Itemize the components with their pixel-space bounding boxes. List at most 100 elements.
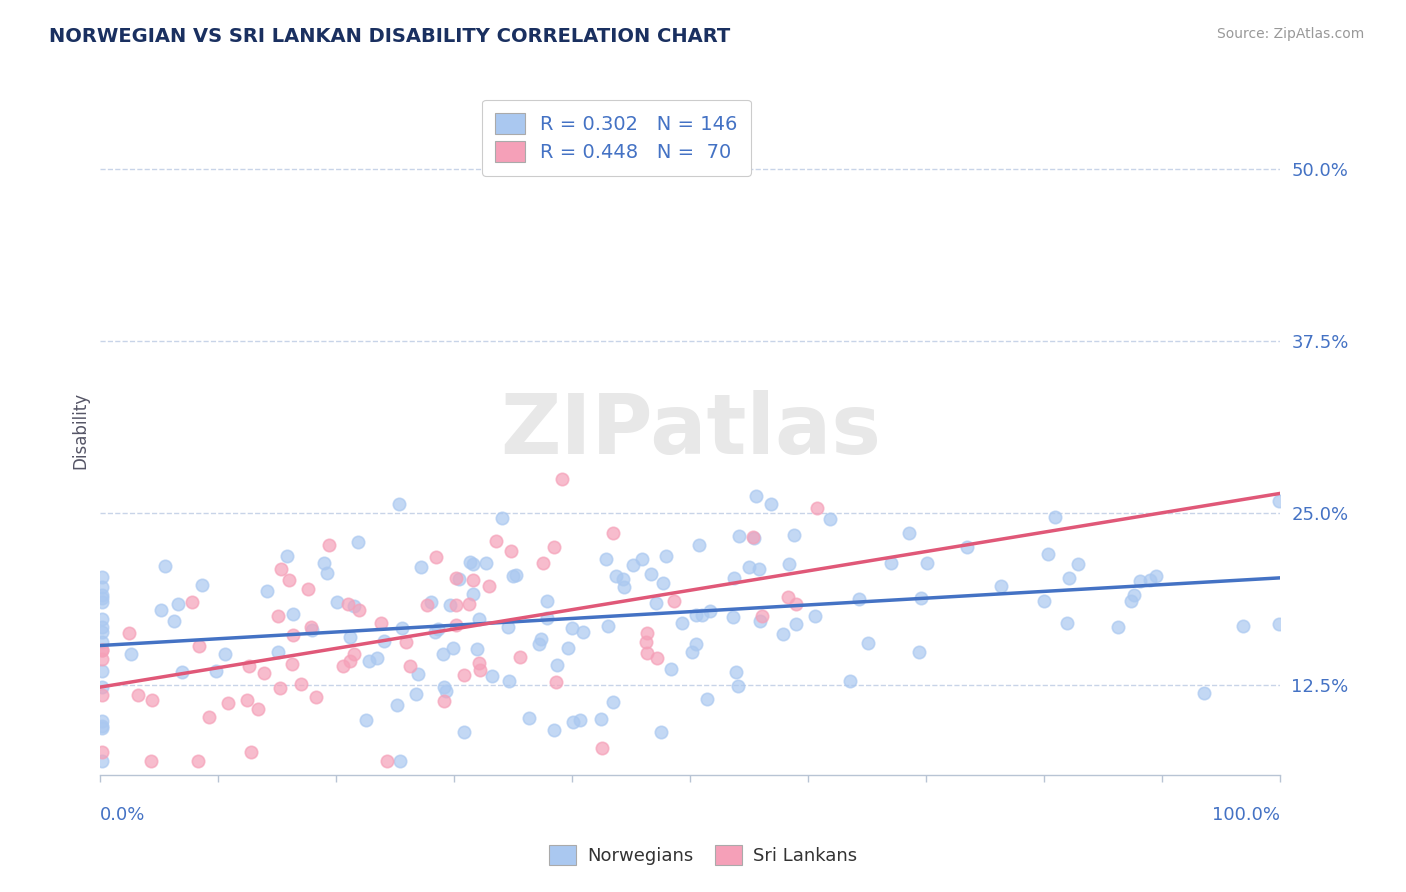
Point: [491, 510, 513, 524]
Point: [339, 654, 361, 668]
Point: [441, 641, 464, 656]
Point: [276, 549, 298, 564]
Point: [785, 597, 807, 611]
Point: [425, 550, 447, 565]
Point: [595, 552, 617, 566]
Point: [305, 690, 328, 704]
Point: [749, 614, 772, 628]
Point: [190, 578, 212, 592]
Point: [281, 607, 304, 621]
Point: [90, 664, 112, 678]
Point: [572, 625, 595, 640]
Point: [416, 598, 439, 612]
Point: [278, 573, 301, 587]
Point: [990, 579, 1012, 593]
Point: [90, 680, 112, 694]
Point: [419, 595, 441, 609]
Point: [318, 538, 340, 552]
Point: [741, 530, 763, 544]
Point: [820, 512, 842, 526]
Point: [434, 683, 457, 698]
Point: [782, 527, 804, 541]
Point: [312, 556, 335, 570]
Point: [90, 754, 112, 768]
Point: [281, 628, 304, 642]
Point: [776, 591, 799, 605]
Point: [496, 620, 519, 634]
Point: [90, 721, 112, 735]
Point: [357, 654, 380, 668]
Point: [433, 694, 456, 708]
Point: [696, 692, 718, 706]
Point: [167, 597, 190, 611]
Point: [90, 688, 112, 702]
Point: [1057, 571, 1080, 585]
Text: 100.0%: 100.0%: [1212, 805, 1281, 823]
Point: [690, 608, 713, 623]
Point: [804, 609, 827, 624]
Point: [751, 609, 773, 624]
Point: [591, 741, 613, 756]
Point: [561, 621, 583, 635]
Point: [127, 688, 149, 702]
Point: [256, 584, 278, 599]
Point: [839, 674, 862, 689]
Point: [375, 754, 398, 768]
Point: [499, 543, 522, 558]
Point: [395, 635, 418, 649]
Text: 0.0%: 0.0%: [100, 805, 146, 823]
Point: [1045, 510, 1067, 524]
Point: [339, 630, 361, 644]
Point: [343, 647, 366, 661]
Point: [636, 646, 658, 660]
Point: [536, 611, 558, 625]
Point: [141, 693, 163, 707]
Point: [252, 666, 274, 681]
Point: [246, 702, 269, 716]
Point: [562, 715, 585, 730]
Point: [332, 659, 354, 673]
Point: [463, 558, 485, 572]
Point: [485, 534, 508, 549]
Point: [444, 571, 467, 585]
Point: [1122, 588, 1144, 602]
Point: [280, 657, 302, 671]
Point: [727, 679, 749, 693]
Point: [530, 632, 553, 647]
Point: [468, 612, 491, 626]
Point: [759, 497, 782, 511]
Point: [172, 665, 194, 680]
Point: [543, 540, 565, 554]
Point: [744, 489, 766, 503]
Text: NORWEGIAN VS SRI LANKAN DISABILITY CORRELATION CHART: NORWEGIAN VS SRI LANKAN DISABILITY CORRE…: [49, 27, 731, 45]
Point: [1192, 686, 1215, 700]
Point: [90, 634, 112, 648]
Point: [269, 681, 291, 695]
Point: [458, 597, 481, 611]
Point: [205, 664, 228, 678]
Point: [405, 687, 427, 701]
Point: [139, 754, 162, 768]
Point: [453, 725, 475, 739]
Point: [150, 603, 173, 617]
Point: [1032, 593, 1054, 607]
Point: [316, 566, 339, 581]
Point: [90, 570, 112, 584]
Point: [326, 595, 349, 609]
Point: [728, 528, 751, 542]
Point: [481, 669, 503, 683]
Point: [557, 640, 579, 655]
Point: [354, 713, 377, 727]
Point: [738, 560, 761, 574]
Point: [1056, 616, 1078, 631]
Point: [778, 557, 800, 571]
Point: [543, 723, 565, 737]
Point: [427, 622, 450, 636]
Point: [644, 596, 666, 610]
Point: [90, 612, 112, 626]
Text: ZIPatlas: ZIPatlas: [501, 390, 880, 471]
Point: [90, 591, 112, 605]
Point: [389, 754, 412, 768]
Point: [785, 617, 807, 632]
Point: [465, 642, 488, 657]
